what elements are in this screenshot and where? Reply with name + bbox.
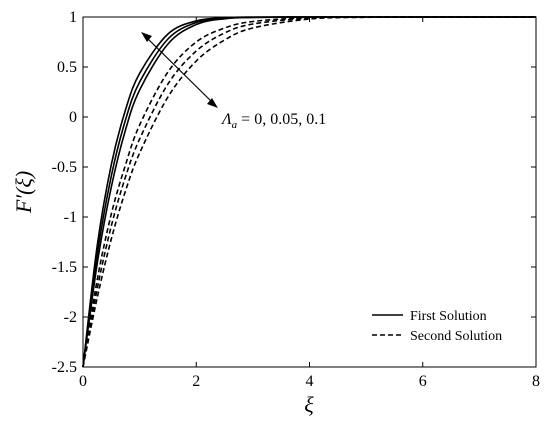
x-tick-label: 8 [532,373,540,390]
arrow-head-upper [141,32,152,42]
x-tick-label: 2 [192,373,200,390]
y-tick-label: -1 [64,209,77,226]
annotation-values: = 0, 0.05, 0.1 [237,111,326,128]
y-tick-label: 0.5 [57,59,77,76]
second-solution-line-2 [82,16,536,368]
y-tick-label: 1 [69,9,77,26]
y-tick-label: -1.5 [52,259,77,276]
y-axis-label: F′(ξ) [11,171,36,214]
series-lines [82,16,536,368]
x-axis-ticks: 0 2 4 6 8 [79,17,540,390]
y-tick-label: -0.5 [52,159,77,176]
y-axis-ticks: -2.5 -2 -1.5 -1 -0.5 0 0.5 1 [52,9,536,376]
annotation-arrow [141,32,218,108]
arrow-shaft [144,35,215,105]
y-tick-label: -2 [64,309,77,326]
x-axis-label: ξ [304,392,314,417]
x-tick-label: 4 [306,373,314,390]
annotation-symbol: Λ [220,111,232,128]
y-tick-label: 0 [69,109,77,126]
x-tick-label: 6 [419,373,427,390]
legend-label-first: First Solution [410,309,487,324]
arrow-head-lower [207,98,218,108]
y-tick-label: -2.5 [52,359,77,376]
annotation-label: Λa = 0, 0.05, 0.1 [220,111,326,131]
x-tick-label: 0 [79,373,87,390]
second-solution-line-1 [82,16,536,368]
legend: First Solution Second Solution [372,309,502,344]
legend-label-second: Second Solution [410,329,502,344]
annotation-subscript: a [232,119,238,131]
second-solution-line-3 [82,16,536,368]
